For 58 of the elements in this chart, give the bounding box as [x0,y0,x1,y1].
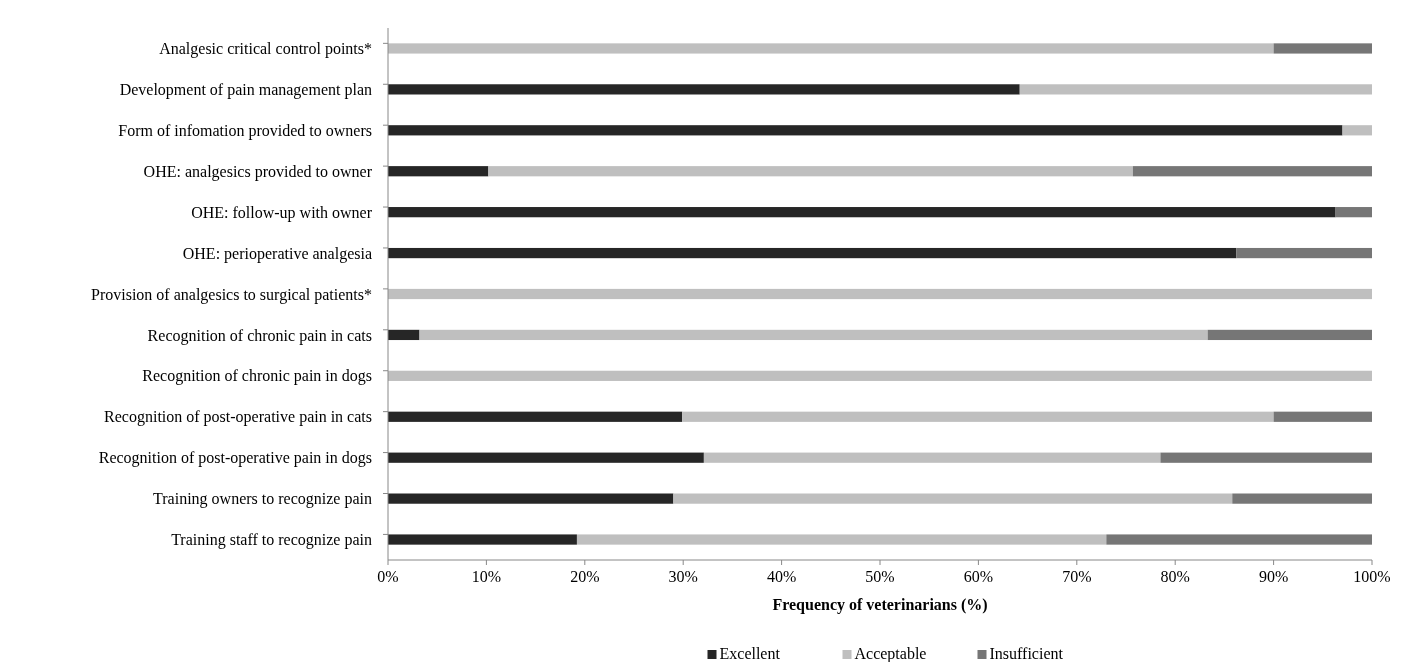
bar [1207,329,1372,341]
bar [682,411,1274,422]
x-tick-label: 100% [1353,568,1391,585]
y-tick-label: Form of infomation provided to owners [118,121,372,140]
y-tick-label: Development of pain management plan [119,80,372,99]
bar [1273,43,1372,54]
y-tick-label: Training staff to recognize pain [171,531,372,550]
y-tick-label: Analgesic critical control points* [159,40,372,59]
legend-label: Acceptable [854,645,927,662]
bar [1160,452,1372,463]
x-tick-label: 20% [570,568,600,585]
y-tick-label: Recognition of post-operative pain in cats [104,408,372,427]
bar [488,166,1133,177]
bar [576,534,1107,545]
bar [1106,534,1372,545]
bar [703,452,1161,463]
x-tick-label: 30% [668,568,698,585]
y-tick-label: Recognition of chronic pain in cats [147,326,372,345]
x-tick-label: 80% [1160,568,1190,585]
legend-label: Excellent [719,645,781,662]
bar [388,534,577,545]
y-tick-label: OHE: follow-up with owner [191,203,373,222]
y-tick-label: Training owners to recognize pain [153,490,372,509]
bar [388,43,1274,54]
x-tick-label: 70% [1062,568,1092,585]
bar [388,288,1372,300]
x-tick-label: 90% [1258,568,1289,585]
x-tick-label: 50% [865,568,895,585]
y-tick-label: OHE: analgesics provided to owner [143,162,373,181]
y-tick-label: Recognition of post-operative pain in dogs [98,449,372,468]
bar [1236,247,1372,259]
y-tick-label: OHE: perioperative analgesia [182,244,372,263]
bar [1232,493,1372,504]
x-tick-label: 60% [963,568,994,585]
x-axis-title: Frequency of veterinarians (%) [772,596,988,614]
bar [419,329,1208,341]
bar [388,329,420,341]
bar [388,166,489,177]
y-tick-label: Provision of analgesics to surgical patients* [91,285,372,304]
bar [388,125,1343,136]
bar [1342,125,1372,136]
bar [388,370,1372,381]
bar [388,493,674,504]
bar [388,452,704,463]
x-tick-label: 10% [471,568,502,585]
bar [388,411,683,422]
y-tick-label: Recognition of chronic pain in dogs [142,367,372,386]
x-tick-label: 0% [377,568,399,585]
bar [388,247,1237,259]
x-tick-label: 40% [766,568,797,585]
legend-label: Insufficient [989,645,1064,662]
bar [388,84,1020,95]
bar [1273,411,1372,422]
bar [1335,207,1372,218]
bar [1132,166,1372,177]
bar [1019,84,1372,95]
bar [388,207,1336,218]
bar [673,493,1233,504]
